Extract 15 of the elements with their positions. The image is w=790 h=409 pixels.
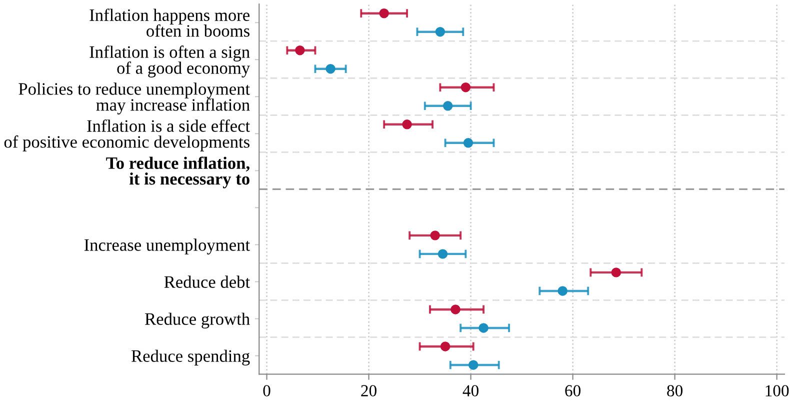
x-tick-label: 40 <box>462 385 478 396</box>
y-tick-label: To reduce inflation, it is necessary to <box>106 156 250 188</box>
y-tick-label: Inflation is a side effect of positive economic developments <box>4 119 250 152</box>
y-tick-label: Reduce debt <box>164 276 250 288</box>
y-tick-label: Inflation is often a sign of a good economy <box>90 46 250 78</box>
x-tick-label: 80 <box>667 385 683 396</box>
x-tick-label: 20 <box>361 385 376 396</box>
x-tick-label: 100 <box>766 385 789 396</box>
y-tick-label: Increase unemployment <box>84 238 250 254</box>
y-tick-label: Policies to reduce unemployment may increase inflation <box>18 82 250 114</box>
y-tick-label: Inflation happens more often in booms <box>90 8 250 37</box>
y-tick-label: Reduce growth <box>145 312 250 328</box>
x-tick-label: 60 <box>565 385 580 396</box>
y-tick-label: Reduce spending <box>132 350 250 366</box>
x-tick-label: 0 <box>263 385 270 396</box>
